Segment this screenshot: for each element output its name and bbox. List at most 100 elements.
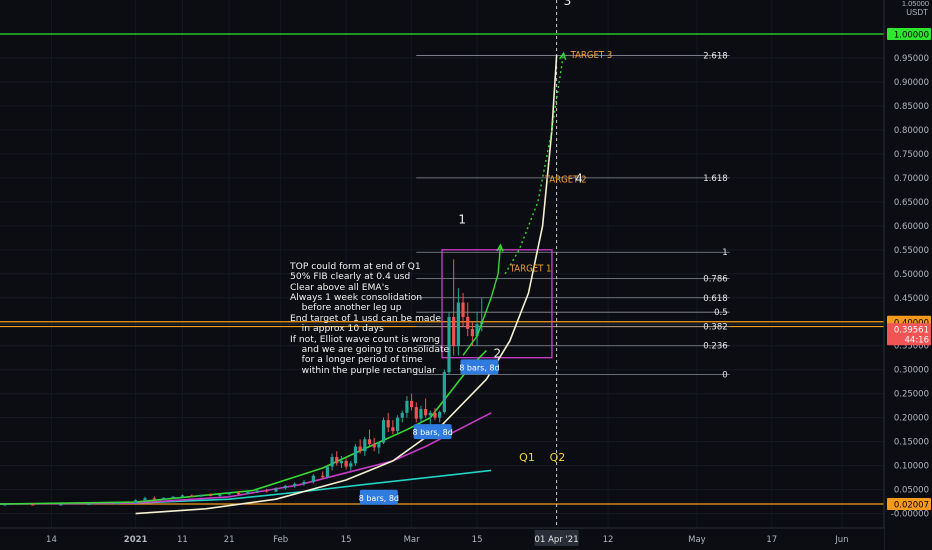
wave-count-label: 4 bbox=[575, 172, 583, 186]
time-tick-label: May bbox=[688, 535, 706, 545]
candle-body bbox=[433, 412, 437, 418]
quarter-label: Q1 bbox=[519, 451, 535, 464]
note-line: Always 1 week consolidation bbox=[290, 292, 423, 304]
bars-range-badge bbox=[359, 489, 398, 505]
candle-body bbox=[265, 490, 269, 492]
time-tick-label: 15 bbox=[472, 535, 483, 545]
wave-count-label: 2 bbox=[493, 347, 501, 361]
bars-range-badge bbox=[460, 359, 499, 375]
fib-level-label: 0.382 bbox=[703, 323, 727, 333]
wave-count-label: 1 bbox=[458, 212, 466, 226]
wave-count-label: 3 bbox=[564, 0, 572, 8]
candles bbox=[3, 259, 484, 506]
target-label: TARGET 1 bbox=[509, 263, 552, 274]
candle-body bbox=[344, 460, 348, 467]
price-tick-label: 0.10000 bbox=[894, 462, 929, 472]
ema-curve bbox=[135, 55, 558, 515]
projection-arrow bbox=[462, 244, 502, 356]
candle-body bbox=[311, 475, 315, 482]
fib-level-label: 0.236 bbox=[703, 342, 727, 352]
price-tick-label: 0.65000 bbox=[894, 198, 929, 208]
candle-body bbox=[199, 494, 203, 497]
candle-body bbox=[236, 492, 241, 494]
fib-level-label: 0 bbox=[722, 371, 727, 381]
candle-body bbox=[353, 446, 358, 464]
bars-range-label: 8 bars, 8d bbox=[412, 428, 452, 437]
fibonacci-retracement[interactable]: 2.618 1.618 1 0.786 0.618 0.5 0.382 0.236 0 bbox=[416, 0, 730, 528]
bars-range-badge bbox=[413, 424, 452, 440]
time-tick-label: 21 bbox=[224, 535, 235, 545]
time-tick-label: 17 bbox=[766, 535, 777, 545]
candle-body bbox=[321, 475, 325, 478]
candle-body bbox=[461, 302, 465, 317]
time-cursor-badge bbox=[534, 530, 579, 546]
candle-body bbox=[143, 498, 147, 501]
fib-level-label: 0.786 bbox=[703, 275, 727, 285]
candle-body bbox=[386, 420, 390, 428]
target-label: TARGET 3 bbox=[570, 50, 613, 61]
candle-body bbox=[208, 494, 213, 496]
candle-body bbox=[419, 409, 423, 419]
countdown-label: 44:16 bbox=[905, 336, 930, 346]
candle-body bbox=[414, 407, 418, 419]
note-line: for a longer period of time bbox=[290, 354, 423, 366]
candle-body bbox=[190, 495, 194, 497]
time-tick-label: 2021 bbox=[124, 535, 148, 545]
candle-body bbox=[442, 372, 446, 412]
candle-body bbox=[180, 495, 185, 497]
candle-body bbox=[438, 411, 442, 418]
candle-body bbox=[330, 457, 334, 467]
note-line: TOP could form at end of Q1 bbox=[290, 260, 421, 272]
candle-body bbox=[372, 444, 376, 448]
candle-body bbox=[424, 409, 428, 416]
candle-body bbox=[246, 492, 250, 494]
fib-level-label: 1 bbox=[722, 248, 727, 258]
candle-body bbox=[171, 496, 175, 498]
price-tick-label: 0.50000 bbox=[894, 270, 929, 280]
note-line: End target of 1 usd can be made bbox=[290, 312, 442, 324]
price-tick-label: 0.20000 bbox=[894, 414, 929, 424]
candle-body bbox=[377, 442, 381, 448]
candle-body bbox=[349, 463, 353, 467]
time-tick-label: Jun bbox=[834, 535, 848, 545]
time-axis-background bbox=[0, 528, 884, 550]
chart-labels: TARGET 3 TARGET 2 TARGET 1 1 2 3 4 Q1 Q2 8 bars, … bbox=[359, 0, 613, 505]
note-line: Clear above all EMA's bbox=[290, 281, 390, 293]
analysis-note: TOP could form at end of Q1 50% FIB clear… bbox=[290, 241, 480, 387]
candle-body bbox=[428, 412, 432, 416]
candle-body bbox=[31, 504, 35, 506]
time-tick-label: Feb bbox=[273, 535, 288, 545]
candle-body bbox=[218, 494, 222, 496]
price-badge-label: 0.39561 bbox=[894, 326, 929, 336]
time-tick-label: 11 bbox=[177, 535, 188, 545]
time-axis[interactable]: 14 2021 11 21 Feb 15 Mar 15 01 Apr '21 12 May 17 Jun bbox=[0, 527, 884, 550]
candle-body bbox=[391, 427, 395, 432]
fib-level-label: 0.618 bbox=[703, 294, 727, 304]
candle-body bbox=[381, 420, 386, 443]
candle-body bbox=[470, 328, 475, 337]
candle-body bbox=[87, 504, 91, 506]
price-tick-label: 0.85000 bbox=[894, 102, 929, 112]
price-badge bbox=[887, 27, 931, 40]
projection-arrows[interactable] bbox=[462, 51, 567, 356]
note-line: 50% FIB clearly at 0.4 usd bbox=[290, 271, 411, 283]
price-tick-label: 0.80000 bbox=[894, 126, 929, 136]
candle-body bbox=[325, 466, 330, 478]
price-badge bbox=[887, 323, 931, 346]
arrow-head bbox=[559, 51, 567, 61]
candle-body bbox=[466, 316, 470, 329]
candle-body bbox=[302, 481, 306, 484]
currency-label: USDT bbox=[906, 8, 928, 17]
fib-level-label: 2.618 bbox=[703, 52, 727, 62]
time-tick-label: 12 bbox=[603, 535, 614, 545]
price-tick-label: 0.60000 bbox=[894, 222, 929, 232]
candle-body bbox=[367, 439, 372, 445]
price-axis-background bbox=[884, 0, 932, 550]
time-tick-label: 15 bbox=[341, 535, 352, 545]
price-tick-label: 0.95000 bbox=[894, 54, 929, 64]
arrow-head bbox=[496, 243, 504, 252]
time-cursor-label: 01 Apr '21 bbox=[535, 535, 579, 545]
